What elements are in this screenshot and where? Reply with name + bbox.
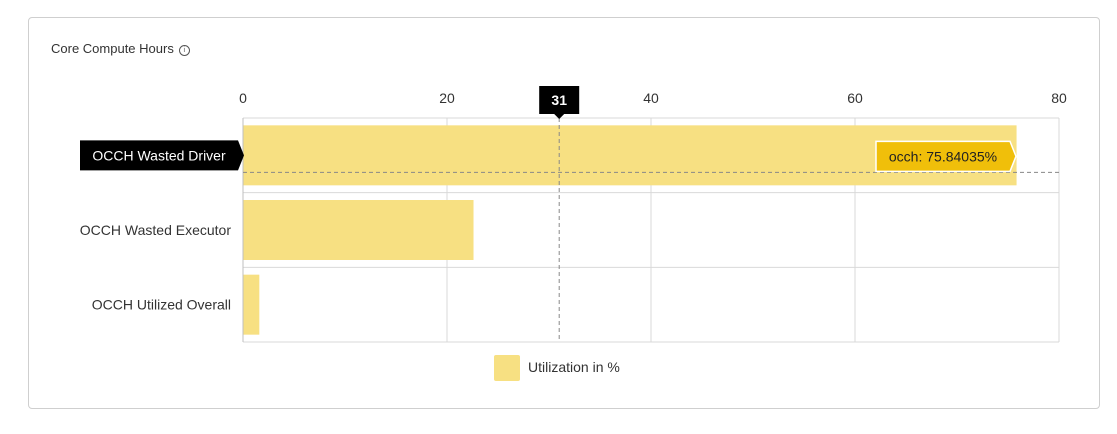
axis-layer: 0 20 40 60 80 OCCH Wasted Driver OCCH Wasted E…: [80, 90, 1067, 342]
legend-label[interactable]: Utilization in %: [528, 359, 620, 375]
y-tick-label-highlight: [80, 140, 244, 171]
tooltip-text: occh: 75.84035%: [889, 148, 997, 164]
x-tick-label: 80: [1051, 90, 1067, 106]
legend-swatch[interactable]: [494, 355, 520, 381]
card-title: Core Compute Hours i: [51, 41, 190, 56]
x-tick-label: 40: [643, 90, 659, 106]
y-tick-label: OCCH Utilized Overall: [92, 297, 231, 313]
bar[interactable]: [243, 200, 474, 260]
legend-layer: Utilization in %: [494, 355, 620, 381]
y-tick-label: OCCH Wasted Driver: [92, 147, 226, 163]
grid-layer: [243, 117, 1060, 343]
bar[interactable]: [243, 274, 260, 335]
chart-card: Core Compute Hours i: [28, 17, 1100, 409]
x-tick-label: 0: [239, 90, 247, 106]
tooltip-box: [875, 140, 1017, 173]
card-title-text: Core Compute Hours: [51, 41, 174, 56]
crosshair-x-label-box: [539, 86, 580, 119]
crosshair-x-label: 31: [551, 92, 567, 108]
x-tick-label: 20: [439, 90, 455, 106]
overlay-layer: 31 occh: 75.84035%: [243, 86, 1059, 342]
x-tick-label: 60: [847, 90, 863, 106]
info-circle-icon[interactable]: i: [178, 45, 190, 56]
y-tick-label: OCCH Wasted Executor: [80, 222, 232, 238]
